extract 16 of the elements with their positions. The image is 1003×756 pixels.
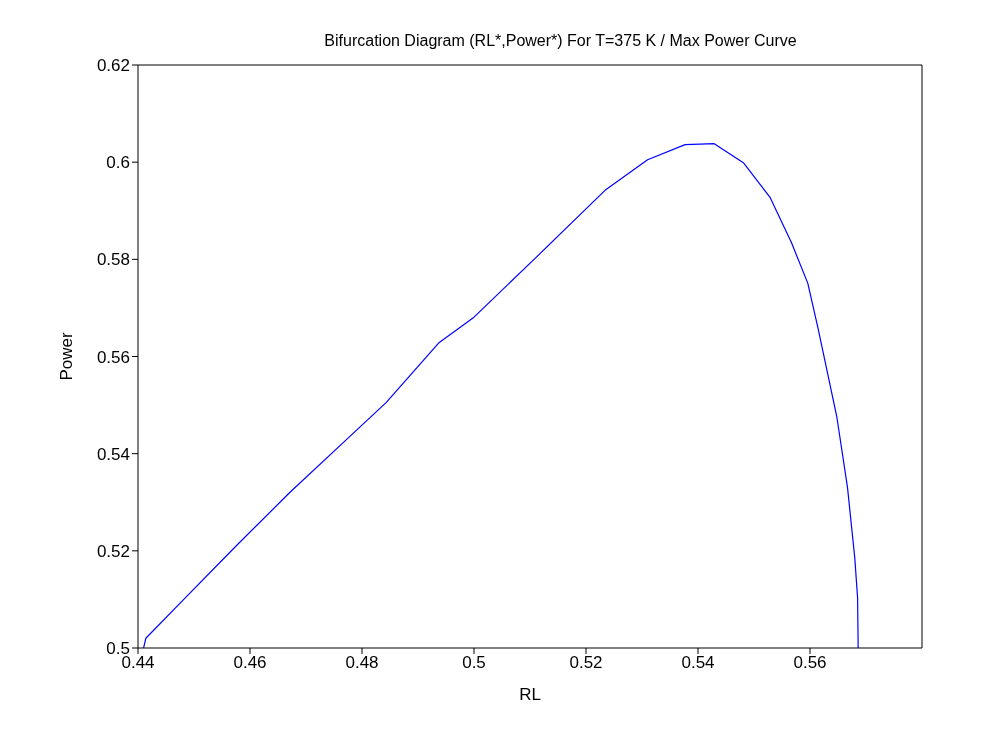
y-tick-label: 0.56 — [96, 347, 130, 367]
x-axis-title: RL — [519, 685, 541, 704]
y-tick-label: 0.62 — [96, 56, 130, 76]
line-series — [143, 143, 859, 648]
x-tick-label: 0.52 — [569, 653, 603, 673]
y-tick-label: 0.52 — [96, 541, 130, 561]
y-tick-label: 0.54 — [96, 444, 130, 464]
x-tick-label: 0.5 — [462, 653, 486, 673]
x-tick-label: 0.56 — [793, 653, 827, 673]
y-axis-title: Power — [57, 332, 77, 381]
x-tick-label: 0.54 — [681, 653, 715, 673]
y-tick-label: 0.58 — [96, 250, 130, 270]
y-tick-label: 0.6 — [106, 153, 130, 173]
x-tick-label: 0.48 — [345, 653, 379, 673]
x-tick-label: 0.46 — [233, 653, 267, 673]
chart-title: Bifurcation Diagram (RL*,Power*) For T=375 K / Max Power Curve — [324, 32, 797, 49]
